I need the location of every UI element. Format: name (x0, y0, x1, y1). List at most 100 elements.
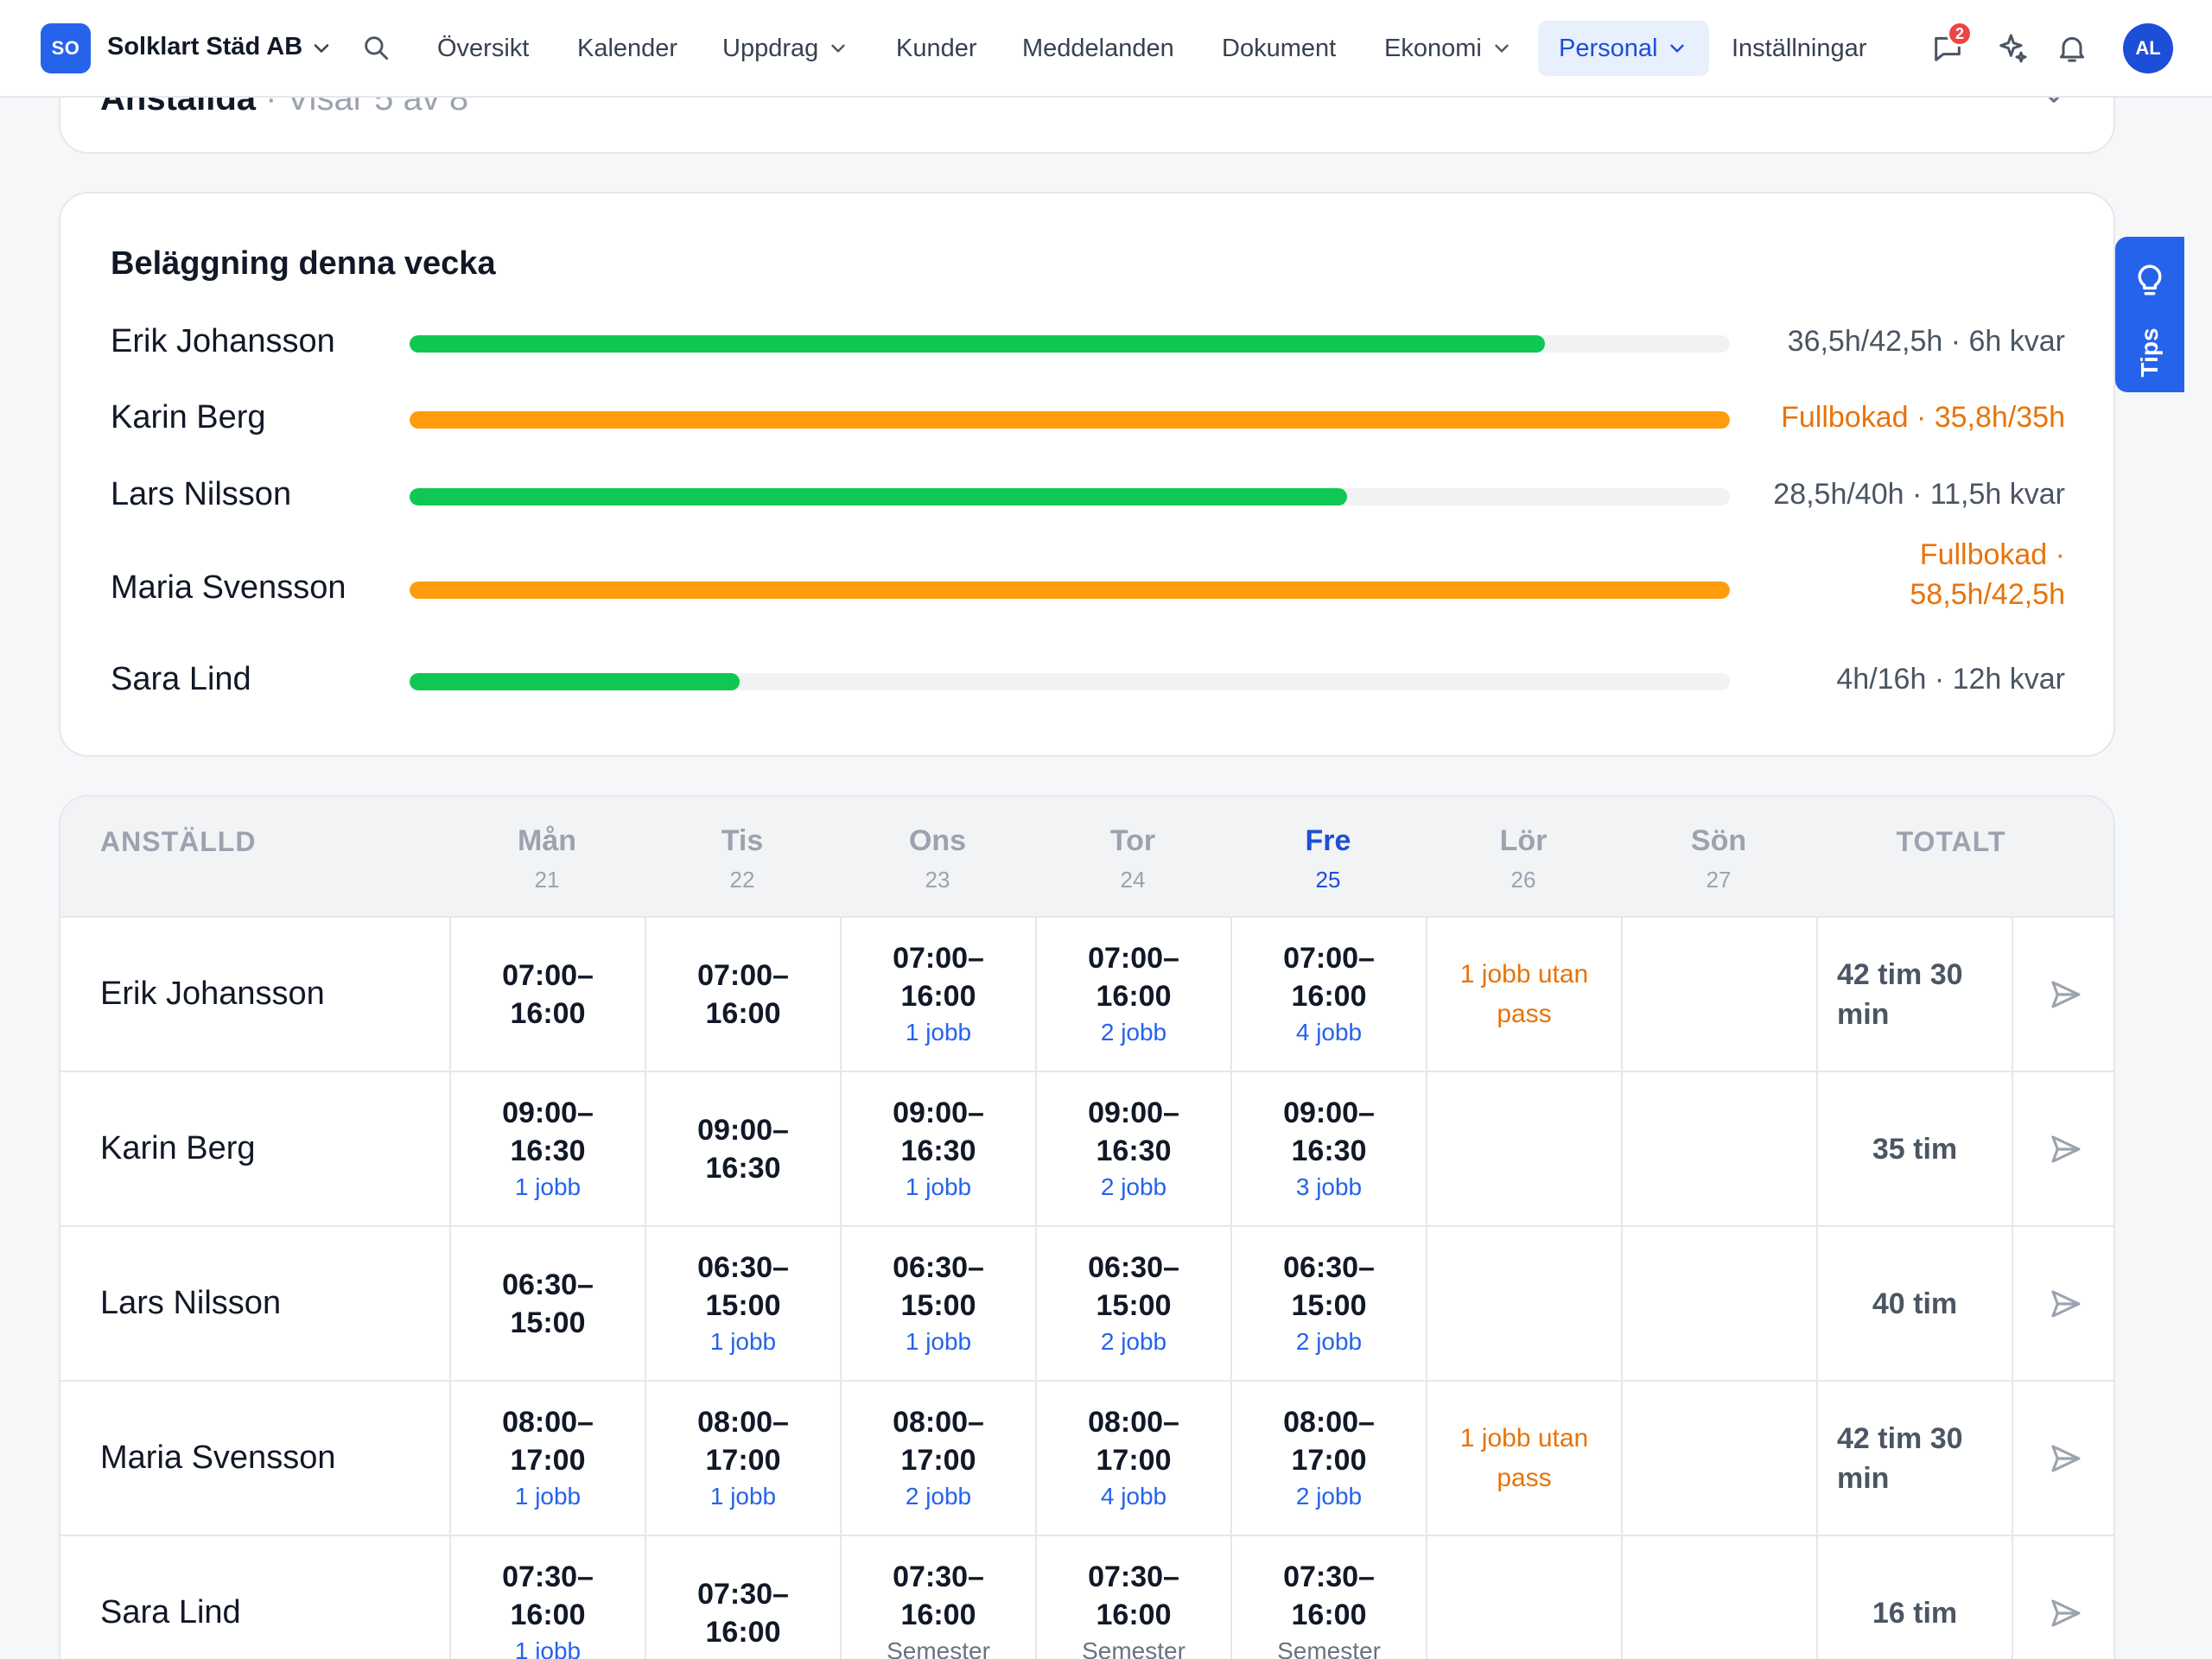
day-cell[interactable]: 07:00– 16:00 1 jobb (840, 918, 1035, 1071)
search-icon[interactable] (361, 33, 391, 62)
day-cell[interactable]: 07:00– 16:00 (645, 918, 840, 1071)
send-schedule-button[interactable] (2012, 1382, 2113, 1535)
nav-item-meddelanden[interactable]: Meddelanden (1022, 21, 1174, 76)
day-cell[interactable] (1426, 1227, 1621, 1380)
day-cell[interactable]: 08:00– 17:00 1 jobb (449, 1382, 645, 1535)
job-count-link[interactable]: 2 jobb (1100, 1173, 1167, 1200)
day-cell[interactable]: 08:00– 17:00 4 jobb (1035, 1382, 1230, 1535)
job-count-link[interactable]: 2 jobb (905, 1482, 972, 1510)
day-cell[interactable]: 1 jobb utan pass (1426, 918, 1621, 1071)
shift-start: 07:00– (1283, 941, 1375, 975)
tips-label: Tips (2136, 327, 2163, 378)
column-header-employee: ANSTÄLLD (100, 826, 257, 857)
day-cell[interactable]: 06:30– 15:00 (449, 1227, 645, 1380)
company-logo[interactable]: SO (41, 23, 91, 73)
employee-name[interactable]: Erik Johansson (100, 976, 325, 1012)
job-count-link[interactable]: 1 jobb (905, 1173, 972, 1200)
day-cell[interactable]: 06:30– 15:00 1 jobb (840, 1227, 1035, 1380)
day-cell[interactable]: 09:00– 16:30 2 jobb (1035, 1072, 1230, 1225)
job-count-link[interactable]: 2 jobb (1295, 1327, 1363, 1355)
chevron-down-icon[interactable] (309, 36, 334, 60)
table-row: Maria Svensson 08:00– 17:00 1 jobb 08:00– 17:… (60, 1382, 2113, 1536)
day-cell[interactable]: 09:00– 16:30 3 jobb (1230, 1072, 1426, 1225)
shift-start: 07:30– (1088, 1560, 1179, 1593)
unassigned-jobs[interactable]: pass (1497, 999, 1552, 1028)
day-cell[interactable]: 08:00– 17:00 2 jobb (840, 1382, 1035, 1535)
day-cell[interactable]: 08:00– 17:00 1 jobb (645, 1382, 840, 1535)
send-schedule-button[interactable] (2012, 918, 2113, 1071)
day-cell[interactable]: 07:30– 16:00 (645, 1536, 840, 1659)
day-cell[interactable]: 07:30– 16:00 1 jobb (449, 1536, 645, 1659)
job-count-link[interactable]: 3 jobb (1295, 1173, 1363, 1200)
top-navigation: SO Solklart Städ AB Översikt Kalender Up… (0, 0, 2212, 98)
send-schedule-button[interactable] (2012, 1227, 2113, 1380)
job-count-link[interactable]: 1 jobb (514, 1637, 582, 1659)
job-count-link[interactable]: 2 jobb (1295, 1482, 1363, 1510)
nav-item-ekonomi[interactable]: Ekonomi (1384, 21, 1513, 76)
occupancy-employee-name: Maria Svensson (111, 569, 346, 606)
sparkle-icon[interactable] (1995, 31, 2030, 66)
nav-item-kalender[interactable]: Kalender (577, 21, 677, 76)
day-cell[interactable]: 07:30– 16:00 Semester (1035, 1536, 1230, 1659)
day-cell[interactable] (1426, 1072, 1621, 1225)
day-cell[interactable] (1621, 1536, 1816, 1659)
day-cell[interactable] (1621, 1072, 1816, 1225)
day-cell[interactable]: 07:00– 16:00 4 jobb (1230, 918, 1426, 1071)
day-cell[interactable]: 08:00– 17:00 2 jobb (1230, 1382, 1426, 1535)
user-avatar[interactable]: AL (2123, 23, 2173, 73)
shift-start: 07:00– (697, 958, 789, 992)
job-count-link[interactable]: 2 jobb (1100, 1327, 1167, 1355)
day-cell[interactable] (1621, 1227, 1816, 1380)
job-count-link[interactable]: 1 jobb (905, 1018, 972, 1046)
job-count-link[interactable]: 1 jobb (905, 1327, 972, 1355)
shift-start: 07:30– (1283, 1560, 1375, 1593)
unassigned-jobs[interactable]: 1 jobb utan (1459, 1423, 1589, 1452)
message-count-badge: 2 (1947, 21, 1973, 47)
day-cell[interactable] (1621, 918, 1816, 1071)
tips-button[interactable]: Tips (2115, 237, 2184, 392)
shift-start: 06:30– (893, 1250, 984, 1284)
day-cell[interactable]: 07:30– 16:00 Semester (1230, 1536, 1426, 1659)
nav-item-kunder[interactable]: Kunder (896, 21, 977, 76)
job-count-link[interactable]: 1 jobb (709, 1482, 777, 1510)
day-cell[interactable]: 09:00– 16:30 1 jobb (449, 1072, 645, 1225)
unassigned-jobs[interactable]: 1 jobb utan (1459, 959, 1589, 988)
day-cell[interactable]: 06:30– 15:00 2 jobb (1230, 1227, 1426, 1380)
day-cell[interactable]: 09:00– 16:30 1 jobb (840, 1072, 1035, 1225)
total-hours: 16 tim (1872, 1596, 1958, 1630)
company-name[interactable]: Solklart Städ AB (107, 33, 303, 60)
job-count-link[interactable]: 4 jobb (1295, 1018, 1363, 1046)
day-cell[interactable]: 1 jobb utan pass (1426, 1382, 1621, 1535)
day-cell[interactable]: 06:30– 15:00 1 jobb (645, 1227, 840, 1380)
occupancy-bar (410, 411, 1730, 429)
send-schedule-button[interactable] (2012, 1536, 2113, 1659)
day-cell[interactable]: 07:00– 16:00 (449, 918, 645, 1071)
job-count-link[interactable]: 1 jobb (514, 1482, 582, 1510)
send-schedule-button[interactable] (2012, 1072, 2113, 1225)
day-cell[interactable]: 07:00– 16:00 2 jobb (1035, 918, 1230, 1071)
day-cell[interactable] (1621, 1382, 1816, 1535)
nav-item-oversikt[interactable]: Översikt (437, 21, 529, 76)
shift-end: 16:00 (1096, 1598, 1172, 1631)
day-cell[interactable] (1426, 1536, 1621, 1659)
employee-name[interactable]: Karin Berg (100, 1130, 256, 1166)
chevron-down-icon (1670, 44, 1685, 53)
job-count-link[interactable]: 1 jobb (709, 1327, 777, 1355)
day-cell[interactable]: 06:30– 15:00 2 jobb (1035, 1227, 1230, 1380)
employee-name[interactable]: Maria Svensson (100, 1440, 336, 1476)
employee-name[interactable]: Lars Nilsson (100, 1285, 282, 1321)
job-count-link[interactable]: 2 jobb (1100, 1018, 1167, 1046)
nav-item-dokument[interactable]: Dokument (1222, 21, 1336, 76)
unassigned-jobs[interactable]: pass (1497, 1463, 1552, 1492)
day-cell[interactable]: 07:30– 16:00 Semester (840, 1536, 1035, 1659)
job-count-link[interactable]: 1 jobb (514, 1173, 582, 1200)
nav-item-installningar[interactable]: Inställningar (1732, 21, 1866, 76)
shift-end: 17:00 (1096, 1443, 1172, 1477)
employee-name[interactable]: Sara Lind (100, 1594, 241, 1630)
total-hours: min (1837, 1461, 1890, 1495)
bell-icon[interactable] (2055, 31, 2089, 66)
job-count-link[interactable]: 4 jobb (1100, 1482, 1167, 1510)
nav-item-uppdrag[interactable]: Uppdrag (722, 21, 849, 76)
nav-item-personal[interactable]: Personal (1538, 21, 1710, 76)
day-cell[interactable]: 09:00– 16:30 (645, 1072, 840, 1225)
